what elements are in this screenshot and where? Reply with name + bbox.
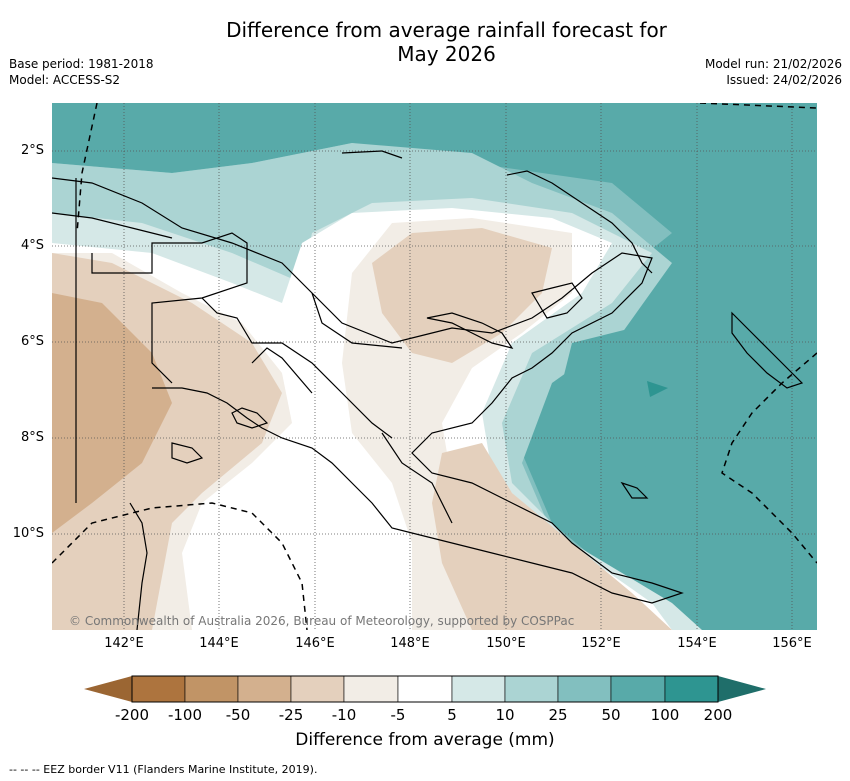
field-north-band: [52, 103, 512, 173]
coastlines: [52, 150, 804, 630]
colorbar-tick-9: 25: [548, 706, 568, 724]
colorbar-bin-7: [451, 675, 506, 703]
graticule: [52, 103, 817, 630]
colorbar-outline: [131, 675, 719, 703]
field-50-100: [162, 103, 817, 630]
colorbar-tick-2: -100: [167, 706, 203, 724]
colorbar-tick-11: 100: [650, 706, 680, 724]
field-dry-core: [52, 293, 172, 533]
model-run: Model run: 21/02/2026: [704, 57, 842, 71]
field-dry-northeast: [372, 228, 552, 363]
colorbar: [84, 675, 766, 703]
map-canvas: [52, 103, 817, 630]
map-title: Difference from average rainfall forecas…: [0, 18, 850, 66]
lat-label-6s: 6°S: [20, 334, 44, 349]
field-dry-southeast: [432, 443, 672, 630]
colorbar-bin-4: [290, 675, 345, 703]
colorbar-tick-6: -5: [390, 706, 406, 724]
lat-label-2s: 2°S: [20, 143, 44, 158]
base-period: Base period: 1981-2018: [9, 57, 154, 71]
colorbar-bin-5: [343, 675, 399, 703]
colorbar-bin-11: [664, 675, 719, 703]
colorbar-tick-3: -50: [225, 706, 251, 724]
copyright-notice: © Commonwealth of Australia 2026, Bureau…: [69, 614, 575, 628]
field-wet-core: [647, 381, 668, 397]
meta-right: Model run: 21/02/2026 Issued: 24/02/2026: [705, 56, 842, 88]
colorbar-bin-1: [131, 675, 186, 703]
issued-date: Issued: 24/02/2026: [726, 73, 842, 87]
colorbar-arrow-low: [84, 676, 132, 702]
eez-border: [52, 103, 817, 630]
lon-label-154e: 154°E: [677, 636, 717, 651]
lon-label-152e: 152°E: [581, 636, 621, 651]
lon-label-144e: 144°E: [199, 636, 239, 651]
lat-label-8s: 8°S: [20, 430, 44, 445]
lat-label-10s: 10°S: [12, 526, 44, 541]
lon-label-150e: 150°E: [486, 636, 526, 651]
colorbar-tick-8: 10: [495, 706, 515, 724]
colorbar-bin-3: [237, 675, 292, 703]
meta-left: Base period: 1981-2018 Model: ACCESS-S2: [9, 56, 154, 88]
colorbar-tick-4: -25: [278, 706, 304, 724]
lat-label-4s: 4°S: [20, 238, 44, 253]
borders: [75, 178, 453, 524]
eez-legend-note: -- -- -- EEZ border V11 (Flanders Marine…: [9, 763, 318, 776]
colorbar-tick-10: 50: [601, 706, 621, 724]
colorbar-bin-9: [557, 675, 612, 703]
colorbar-bin-10: [610, 675, 666, 703]
colorbar-bin-2: [184, 675, 239, 703]
lon-label-146e: 146°E: [295, 636, 335, 651]
colorbar-tick-5: -10: [331, 706, 357, 724]
colorbar-bin-8: [504, 675, 559, 703]
rainfall-map: [52, 103, 817, 630]
lon-label-142e: 142°E: [104, 636, 144, 651]
title-line-2: May 2026: [397, 42, 496, 66]
colorbar-tick-7: 5: [447, 706, 457, 724]
field-wet-east: [562, 323, 817, 563]
colorbar-tick-1: -200: [114, 706, 150, 724]
lon-label-148e: 148°E: [390, 636, 430, 651]
colorbar-bin-6: [397, 675, 453, 703]
title-line-1: Difference from average rainfall forecas…: [226, 18, 667, 42]
colorbar-label: Difference from average (mm): [295, 730, 555, 750]
colorbar-arrow-high: [718, 676, 766, 702]
model-name: Model: ACCESS-S2: [9, 73, 121, 87]
lon-label-156e: 156°E: [772, 636, 812, 651]
colorbar-tick-12: 200: [703, 706, 733, 724]
